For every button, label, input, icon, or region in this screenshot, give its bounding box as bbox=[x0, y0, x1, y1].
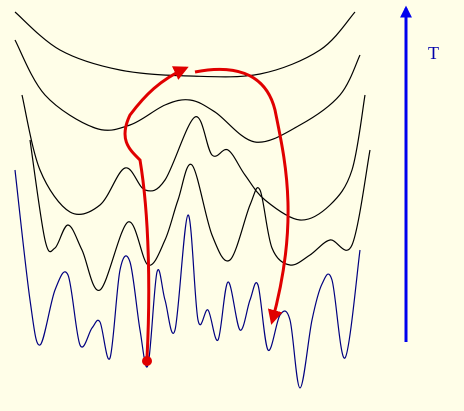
start-dot bbox=[142, 356, 152, 366]
temperature-label: T bbox=[428, 43, 439, 63]
energy-curve bbox=[21, 94, 366, 221]
energy-curve bbox=[14, 39, 361, 143]
red-arrow-down bbox=[194, 67, 290, 325]
red-arrow-up bbox=[123, 66, 189, 359]
energy-curve bbox=[14, 169, 361, 389]
energy-curves bbox=[14, 11, 371, 389]
energy-curve bbox=[14, 11, 356, 78]
energy-curve bbox=[29, 139, 371, 291]
